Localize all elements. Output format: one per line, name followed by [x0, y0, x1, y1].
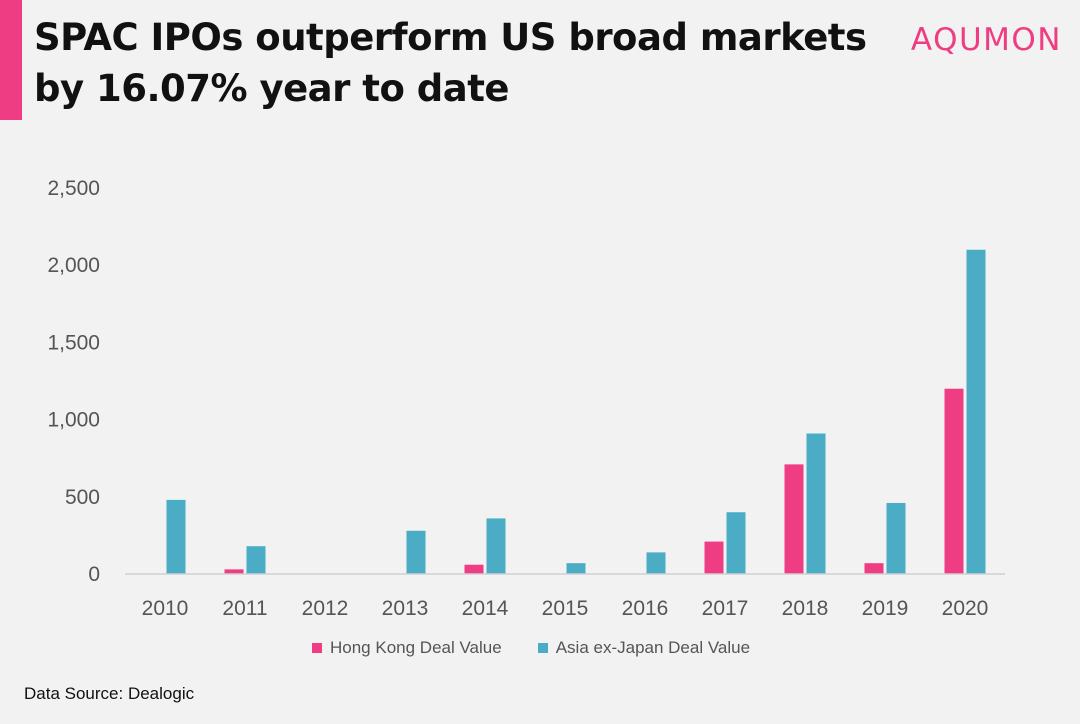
x-axis-ticks: 2010 2011 2012 2013 2014 2015 2016 2017 2018 2019…	[142, 597, 989, 620]
legend-swatch-asia-ex-japan	[537, 643, 548, 653]
x-tick-label: 2018	[782, 597, 829, 620]
y-tick-label: 2,500	[47, 177, 100, 200]
bar-asia-ex-japan-2010	[166, 499, 186, 574]
legend-item-hong-kong: Hong Kong Deal Value	[312, 638, 502, 658]
bar-asia-ex-japan-2011	[246, 546, 266, 574]
bar-asia-ex-japan-2014	[486, 518, 506, 574]
bar-asia-ex-japan-2016	[646, 552, 666, 574]
chart-legend: Hong Kong Deal Value Asia ex-Japan Deal …	[312, 638, 750, 658]
x-tick-label: 2014	[462, 597, 509, 620]
x-tick-label: 2013	[382, 597, 429, 620]
y-axis-ticks: 0 500 1,000 1,500 2,000 2,500	[47, 177, 100, 586]
bar-asia-ex-japan-2015	[566, 563, 586, 574]
bar-hong-kong-2019	[864, 563, 884, 574]
accent-bar	[0, 0, 22, 120]
x-tick-label: 2016	[622, 597, 669, 620]
bar-asia-ex-japan-2017	[726, 512, 746, 574]
x-tick-label: 2020	[942, 597, 989, 620]
legend-swatch-hong-kong	[312, 643, 322, 653]
y-tick-label: 0	[88, 563, 100, 586]
bar-asia-ex-japan-2013	[406, 530, 426, 574]
bar-hong-kong-2017	[704, 541, 724, 574]
bar-hong-kong-2011	[224, 569, 244, 574]
legend-label-asia-ex-japan: Asia ex-Japan Deal Value	[555, 638, 751, 657]
x-tick-label: 2015	[542, 597, 589, 620]
x-tick-label: 2010	[142, 597, 189, 620]
page-title: SPAC IPOs outperform US broad markets by…	[34, 16, 867, 110]
aqumon-logo: AQUMON	[910, 22, 1062, 58]
y-tick-label: 2,000	[47, 254, 100, 277]
legend-item-asia-ex-japan: Asia ex-Japan Deal Value	[537, 638, 751, 658]
x-tick-label: 2011	[222, 597, 267, 620]
x-tick-label: 2012	[302, 597, 349, 620]
y-tick-label: 500	[65, 486, 100, 509]
bar-asia-ex-japan-2018	[806, 433, 826, 574]
bar-hong-kong-2014	[464, 564, 484, 574]
x-tick-label: 2017	[702, 597, 749, 620]
bar-asia-ex-japan-2019	[886, 502, 906, 574]
bar-hong-kong-2020	[944, 388, 964, 574]
bar-asia-ex-japan-2020	[966, 249, 986, 574]
data-source-note: Data Source: Dealogic	[24, 684, 195, 703]
chart-bars	[166, 249, 986, 574]
x-tick-label: 2019	[862, 597, 909, 620]
y-tick-label: 1,500	[47, 331, 100, 354]
legend-label-hong-kong: Hong Kong Deal Value	[330, 638, 502, 657]
y-tick-label: 1,000	[47, 409, 100, 432]
bar-hong-kong-2018	[784, 464, 804, 574]
